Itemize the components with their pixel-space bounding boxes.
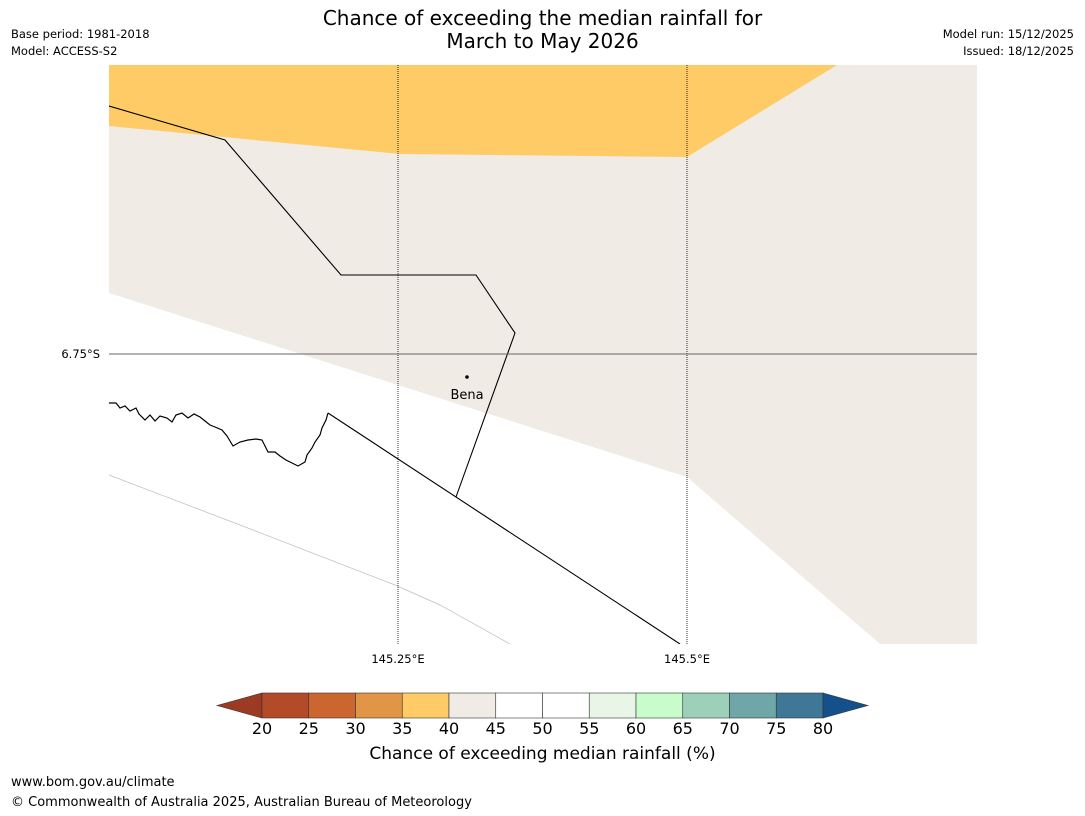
footer-url: www.bom.gov.au/climate xyxy=(11,775,175,790)
colorbar-tick-label: 20 xyxy=(251,719,273,738)
colorbar-bin xyxy=(401,692,450,719)
model-run: Model run: 15/12/2025 xyxy=(942,27,1074,41)
colorbar-bin xyxy=(355,692,403,719)
base-period: Base period: 1981-2018 xyxy=(11,27,150,41)
province-boundary xyxy=(109,105,516,498)
colorbar-tick-label: 35 xyxy=(392,719,413,738)
colorbar-tick-label: 60 xyxy=(625,719,647,738)
place-label-bena: Bena xyxy=(450,388,484,403)
meta-left: Base period: 1981-2018 Model: ACCESS-S2 xyxy=(11,26,150,60)
colorbar-bin xyxy=(261,692,310,719)
footer-copyright: © Commonwealth of Australia 2025, Austra… xyxy=(11,795,472,810)
colorbar-bin xyxy=(635,692,684,719)
colorbar-tick-label: 75 xyxy=(766,719,787,738)
lon-label-145-5: 145.5°E xyxy=(664,652,710,666)
colorbar-bin xyxy=(308,692,356,719)
colorbar-tick-label: 45 xyxy=(485,719,506,738)
colorbar-tick-label: 30 xyxy=(345,719,366,738)
lat-label-6-75: 6.75°S xyxy=(61,347,100,361)
colorbar-tick-label: 65 xyxy=(672,719,693,738)
province-boundary-south xyxy=(327,412,681,644)
colorbar-bin xyxy=(729,692,777,719)
colorbar-tick-label: 55 xyxy=(579,719,600,738)
colorbar-bin xyxy=(588,692,637,719)
coastline xyxy=(109,402,329,467)
colorbar-extend-high xyxy=(822,692,870,719)
colorbar-extend-low xyxy=(215,692,263,719)
map-title: Chance of exceeding the median rainfall … xyxy=(0,7,1085,53)
colorbar-bin xyxy=(682,692,730,719)
colorbar-tick-label: 25 xyxy=(298,719,319,738)
colorbar-label: Chance of exceeding median rainfall (%) xyxy=(369,744,716,764)
river-line xyxy=(109,474,511,644)
issued-date: Issued: 18/12/2025 xyxy=(963,44,1074,58)
colorbar-tick-label: 70 xyxy=(719,719,740,738)
title-line-1: Chance of exceeding the median rainfall … xyxy=(322,6,763,30)
model-name: Model: ACCESS-S2 xyxy=(11,44,118,58)
colorbar-tick-label: 50 xyxy=(532,719,553,738)
colorbar-bin xyxy=(448,692,497,719)
colorbar-bin xyxy=(542,692,590,719)
colorbar-bin xyxy=(775,692,824,719)
orange-probability-region xyxy=(109,65,837,157)
title-line-2: March to May 2026 xyxy=(446,29,639,53)
meta-right: Model run: 15/12/2025 Issued: 18/12/2025 xyxy=(943,26,1074,60)
colorbar-tick-label: 80 xyxy=(812,719,834,738)
town-marker xyxy=(465,375,469,379)
colorbar-bin xyxy=(495,692,543,719)
colorbar-tick-label: 40 xyxy=(438,719,460,738)
lon-label-145-25: 145.25°E xyxy=(371,652,425,666)
